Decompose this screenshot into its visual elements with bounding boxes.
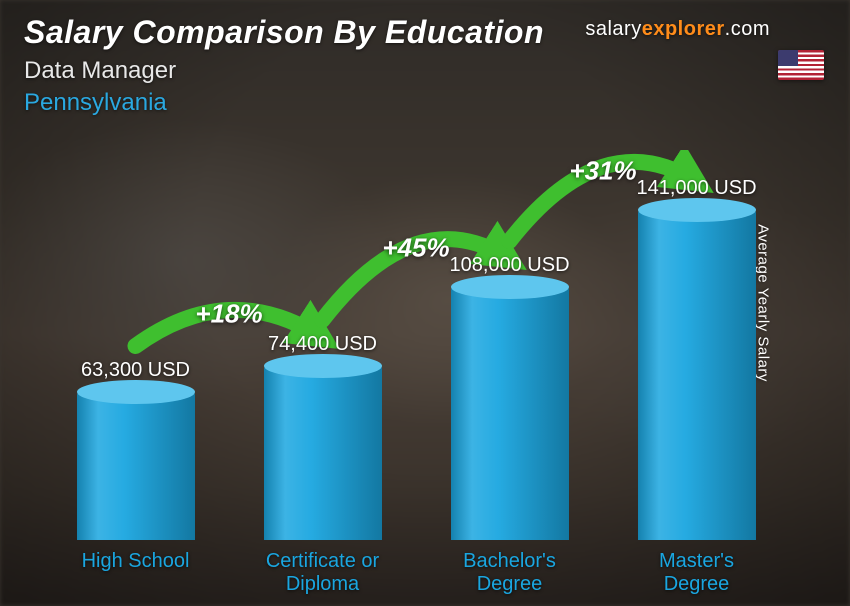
x-axis-label: Bachelor'sDegree: [416, 550, 603, 596]
bar-columns: 63,300 USD 74,400 USD 108,000 USD 141,000 U…: [42, 150, 790, 540]
x-axis-label: High School: [42, 550, 229, 596]
brand-part-explorer: explorer: [642, 18, 725, 40]
bar-column: 63,300 USD: [42, 150, 229, 540]
page-subtitle: Data Manager: [24, 57, 826, 85]
x-axis-label: Master'sDegree: [603, 550, 790, 596]
salary-bar-chart: 63,300 USD 74,400 USD 108,000 USD 141,000 U…: [42, 150, 790, 540]
growth-pct-label: +31%: [569, 155, 636, 186]
bar: [77, 392, 195, 540]
bar-value-label: 74,400 USD: [268, 333, 377, 356]
x-axis-labels: High School Certificate orDiplomaBachelo…: [42, 550, 790, 596]
bar-column: 108,000 USD: [416, 150, 603, 540]
bar-column: 74,400 USD: [229, 150, 416, 540]
bar-value-label: 108,000 USD: [449, 254, 569, 277]
brand-part-dotcom: .com: [725, 18, 770, 40]
bar: [638, 210, 756, 540]
bar: [264, 366, 382, 540]
growth-pct-label: +45%: [382, 233, 449, 264]
flag-icon: [778, 50, 824, 80]
growth-pct-label: +18%: [195, 299, 262, 330]
brand-logo: salaryexplorer.com: [585, 18, 770, 41]
page-location: Pennsylvania: [24, 89, 826, 117]
brand-part-salary: salary: [585, 18, 641, 40]
bar-value-label: 63,300 USD: [81, 359, 190, 382]
bar-column: 141,000 USD: [603, 150, 790, 540]
bar-value-label: 141,000 USD: [636, 177, 756, 200]
x-axis-label: Certificate orDiploma: [229, 550, 416, 596]
bar: [451, 287, 569, 540]
